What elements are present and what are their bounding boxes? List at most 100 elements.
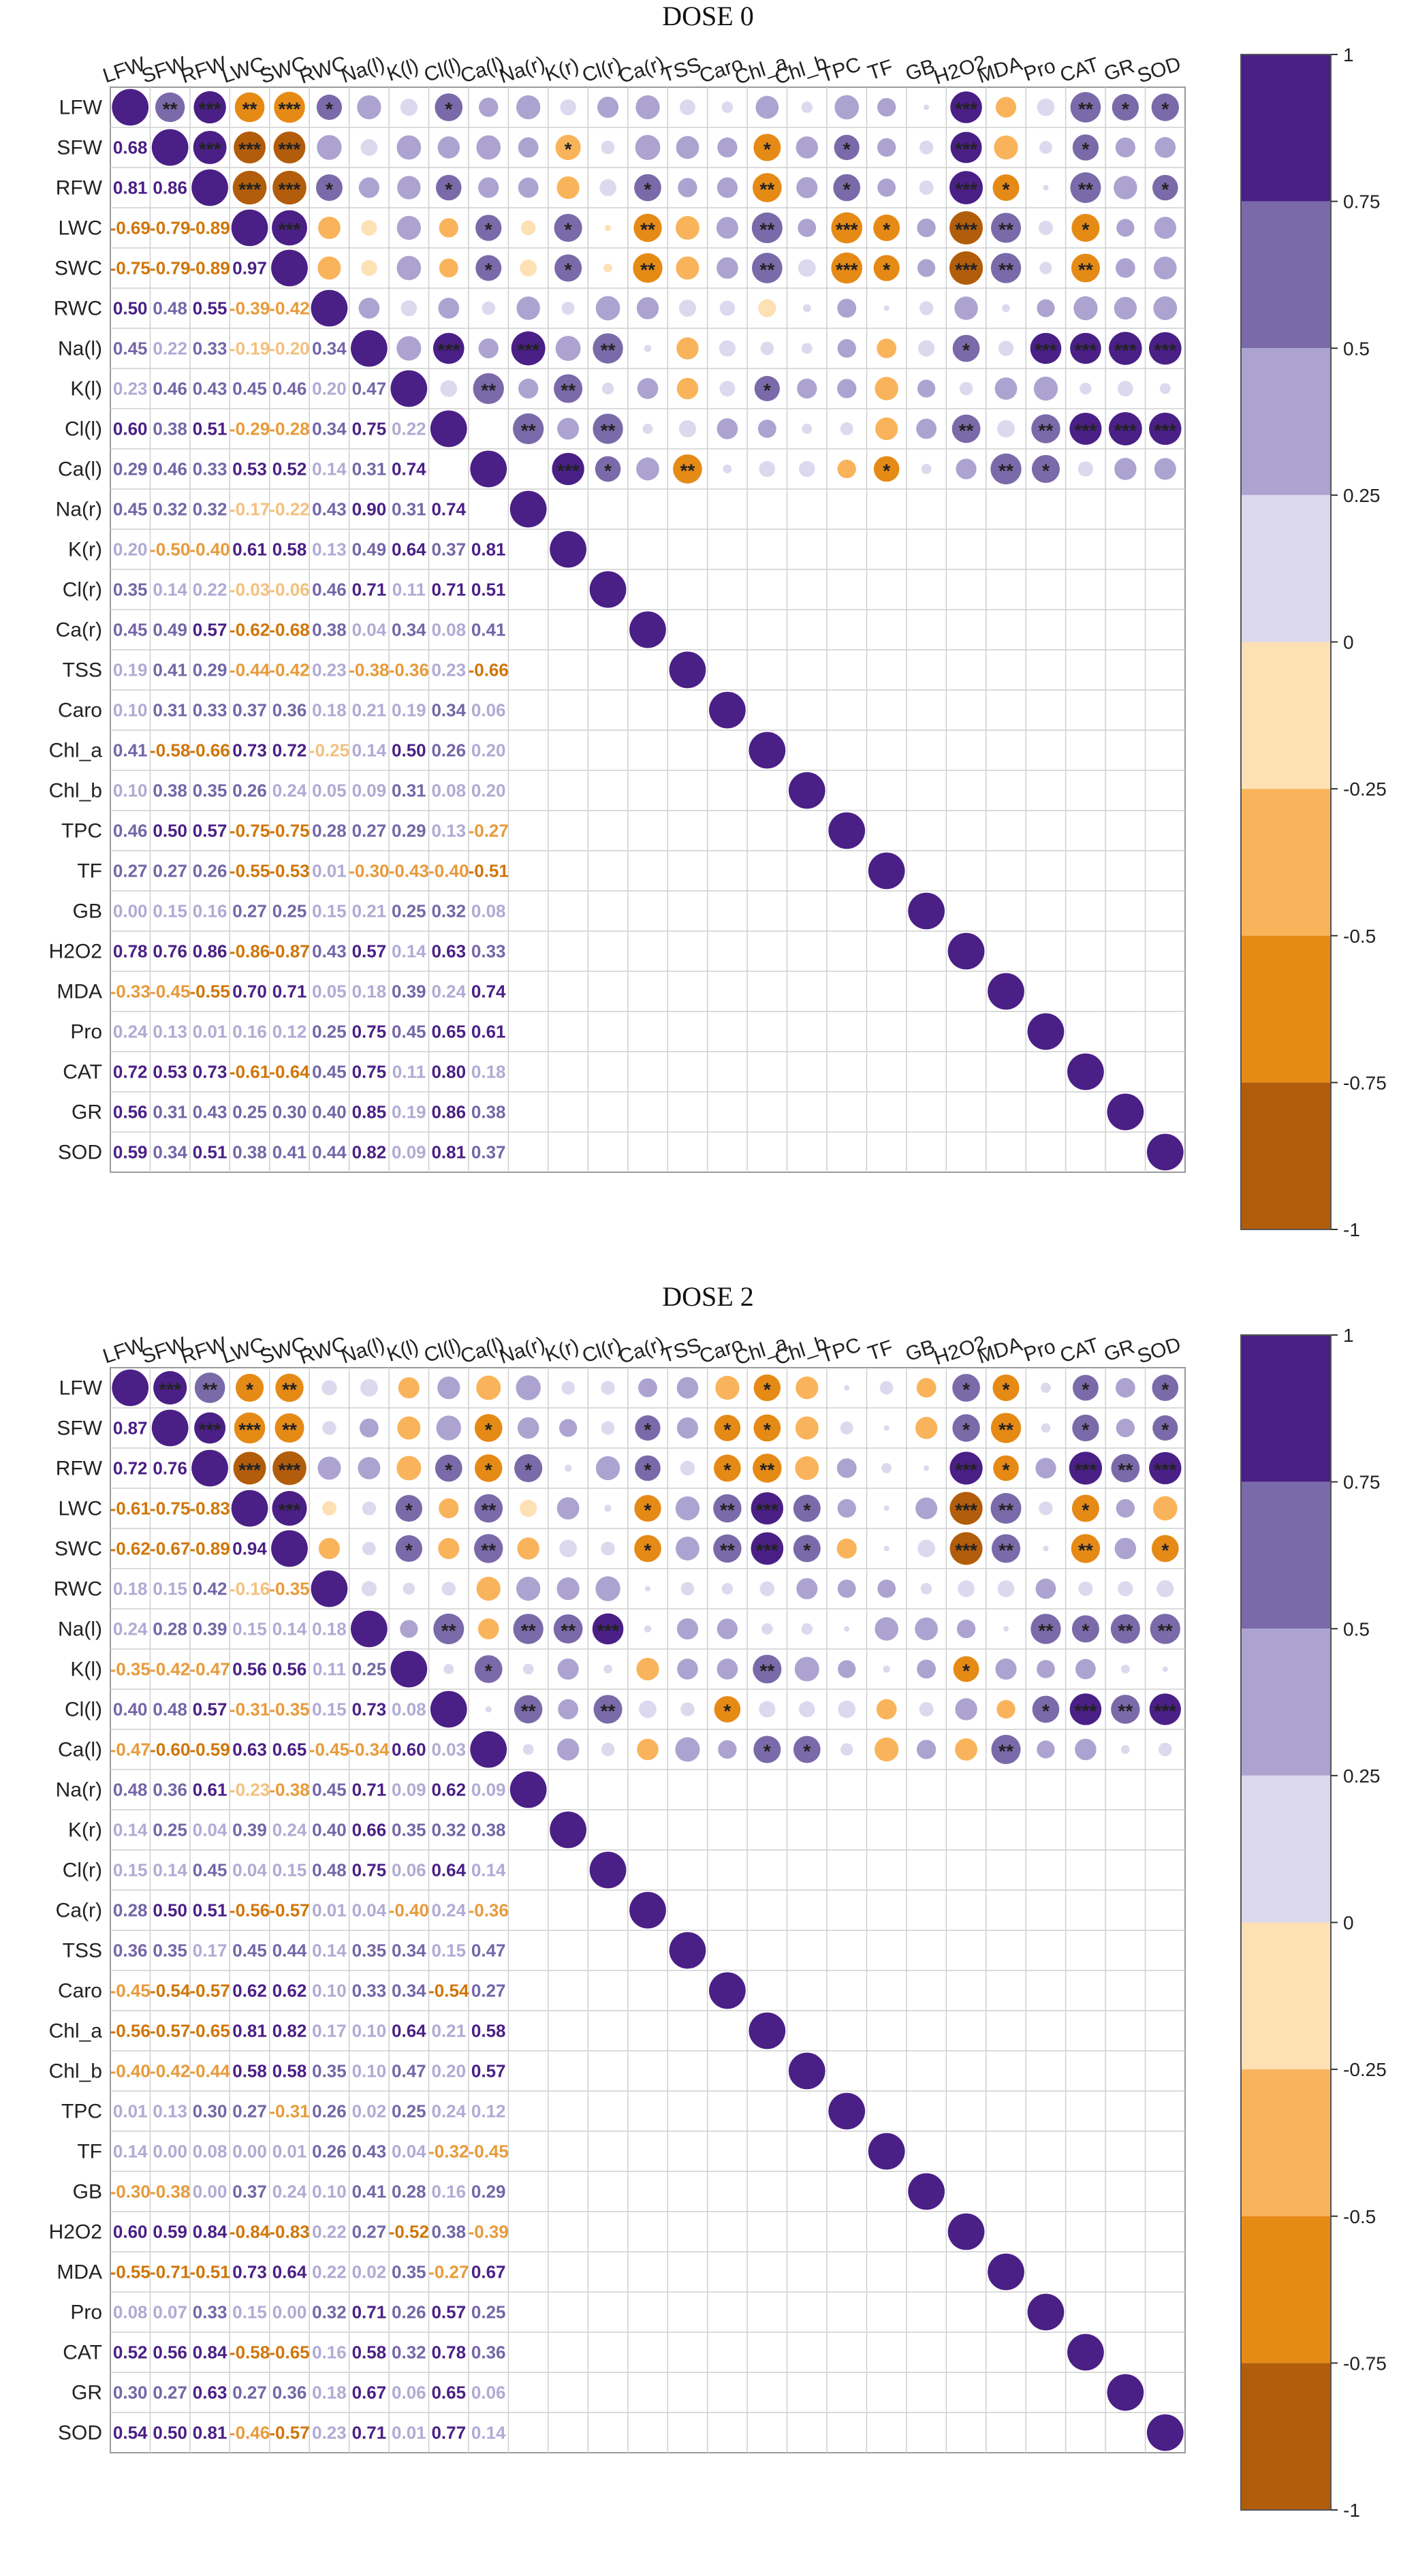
correlation-value-label: 0.09: [352, 781, 387, 801]
correlation-value-label: 0.44: [272, 1941, 307, 1961]
correlation-value-label: 0.58: [272, 2061, 307, 2082]
correlation-circle: [1078, 1581, 1093, 1597]
correlation-value-label: 0.15: [232, 1619, 267, 1639]
legend-tick-label: 0.5: [1343, 338, 1370, 359]
legend-color-block: [1241, 2363, 1331, 2510]
row-label: SWC: [54, 257, 102, 280]
row-label: SFW: [57, 1417, 102, 1440]
diagonal-circle: [988, 973, 1024, 1010]
correlation-circle: [802, 424, 813, 434]
correlation-value-label: 0.27: [232, 2383, 267, 2403]
correlation-circle: [272, 1491, 307, 1526]
diagonal-circle: [311, 1570, 348, 1607]
correlation-value-label: 0.27: [352, 2222, 387, 2242]
correlation-circle: [595, 456, 621, 482]
correlation-circle: [1071, 1494, 1099, 1522]
correlation-value-label: -0.66: [469, 660, 509, 680]
correlation-value-label: 0.63: [431, 941, 466, 962]
diagonal-circle: [749, 2012, 786, 2049]
correlation-circle: [397, 1416, 421, 1440]
correlation-value-label: 0.42: [193, 1579, 227, 1599]
correlation-value-label: -0.40: [189, 539, 230, 560]
correlation-value-label: -0.89: [189, 1539, 230, 1559]
correlation-circle: [676, 1618, 699, 1640]
row-label: SOD: [58, 2422, 102, 2445]
significance-stars: **: [1078, 260, 1093, 281]
correlation-circle: [1031, 414, 1060, 443]
row-label: Cl(r): [63, 1859, 102, 1882]
correlation-value-label: -0.64: [269, 1062, 310, 1082]
correlation-circle: [1030, 332, 1062, 364]
correlation-value-label: 0.37: [431, 539, 466, 560]
correlation-circle: [1152, 174, 1178, 201]
correlation-circle: [875, 1737, 899, 1762]
row-label: Cl(l): [65, 418, 102, 441]
correlation-value-label: 0.40: [113, 1699, 148, 1720]
significance-stars: *: [723, 1460, 731, 1481]
correlation-value-label: 0.24: [431, 981, 466, 1002]
correlation-circle: [995, 97, 1017, 118]
correlation-circle: [719, 381, 736, 396]
correlation-circle: [1120, 1745, 1130, 1754]
correlation-value-label: -0.45: [469, 2141, 509, 2162]
correlation-value-label: 0.08: [431, 781, 466, 801]
legend-color-block: [1241, 1335, 1331, 1482]
correlation-value-label: -0.19: [230, 339, 270, 359]
correlation-value-label: 0.64: [272, 2262, 307, 2282]
correlation-value-label: 0.54: [113, 2423, 148, 2443]
correlation-circle: [1151, 93, 1179, 121]
correlation-circle: [554, 374, 583, 403]
significance-stars: *: [485, 1460, 492, 1481]
correlation-circle: [1149, 1693, 1181, 1725]
significance-stars: *: [1082, 139, 1089, 160]
correlation-value-label: -0.45: [309, 1740, 349, 1760]
correlation-value-label: 0.65: [431, 1022, 466, 1042]
correlation-circle: [359, 1418, 379, 1438]
correlation-value-label: -0.61: [110, 1498, 151, 1519]
correlation-circle: [1043, 1545, 1049, 1552]
correlation-value-label: -0.87: [269, 941, 309, 962]
correlation-value-label: 0.45: [232, 379, 267, 399]
correlation-circle: [877, 138, 896, 157]
correlation-circle: [1154, 217, 1176, 239]
correlation-value-label: 0.24: [431, 2101, 466, 2122]
correlation-circle: [637, 378, 659, 399]
correlation-circle: [556, 1738, 580, 1761]
correlation-circle: [801, 343, 813, 354]
diagonal-circle: [470, 1731, 507, 1768]
correlation-value-label: 0.09: [471, 1780, 506, 1800]
diagonal-circle: [351, 1610, 388, 1648]
correlation-circle: [1035, 1578, 1056, 1599]
correlation-value-label: -0.50: [150, 539, 190, 560]
legend-tick-label: 1: [1343, 1325, 1354, 1346]
correlation-value-label: 0.41: [352, 2182, 387, 2202]
correlation-circle: [194, 1412, 226, 1444]
correlation-value-label: 0.07: [153, 2302, 187, 2323]
correlation-value-label: -0.35: [110, 1659, 151, 1680]
correlation-value-label: 0.36: [113, 1941, 148, 1961]
correlation-circle: [433, 332, 465, 364]
row-label: RFW: [56, 177, 103, 200]
correlation-value-label: -0.71: [150, 2262, 190, 2282]
correlation-circle: [441, 1582, 456, 1596]
legend-tick-label: 0: [1343, 632, 1354, 653]
correlation-circle: [837, 379, 857, 398]
correlation-circle: [396, 1456, 422, 1481]
correlation-value-label: 0.27: [232, 2101, 267, 2122]
correlation-value-label: -0.40: [428, 861, 469, 881]
correlation-value-label: 0.22: [312, 2262, 347, 2282]
legend-tick-label: 0.25: [1343, 1765, 1381, 1787]
row-label: Na(r): [56, 499, 102, 521]
correlation-circle: [714, 1696, 741, 1723]
correlation-circle: [520, 220, 536, 236]
significance-stars: ***: [955, 260, 977, 281]
correlation-circle: [560, 99, 576, 116]
correlation-value-label: -0.65: [189, 2021, 230, 2041]
correlation-circle: [1162, 1666, 1168, 1672]
significance-stars: *: [803, 1500, 811, 1521]
correlation-circle: [438, 1537, 460, 1560]
diagonal-circle: [828, 812, 866, 849]
correlation-value-label: 0.57: [193, 1699, 227, 1720]
row-label: GR: [72, 2382, 102, 2404]
significance-stars: ***: [756, 1540, 778, 1561]
